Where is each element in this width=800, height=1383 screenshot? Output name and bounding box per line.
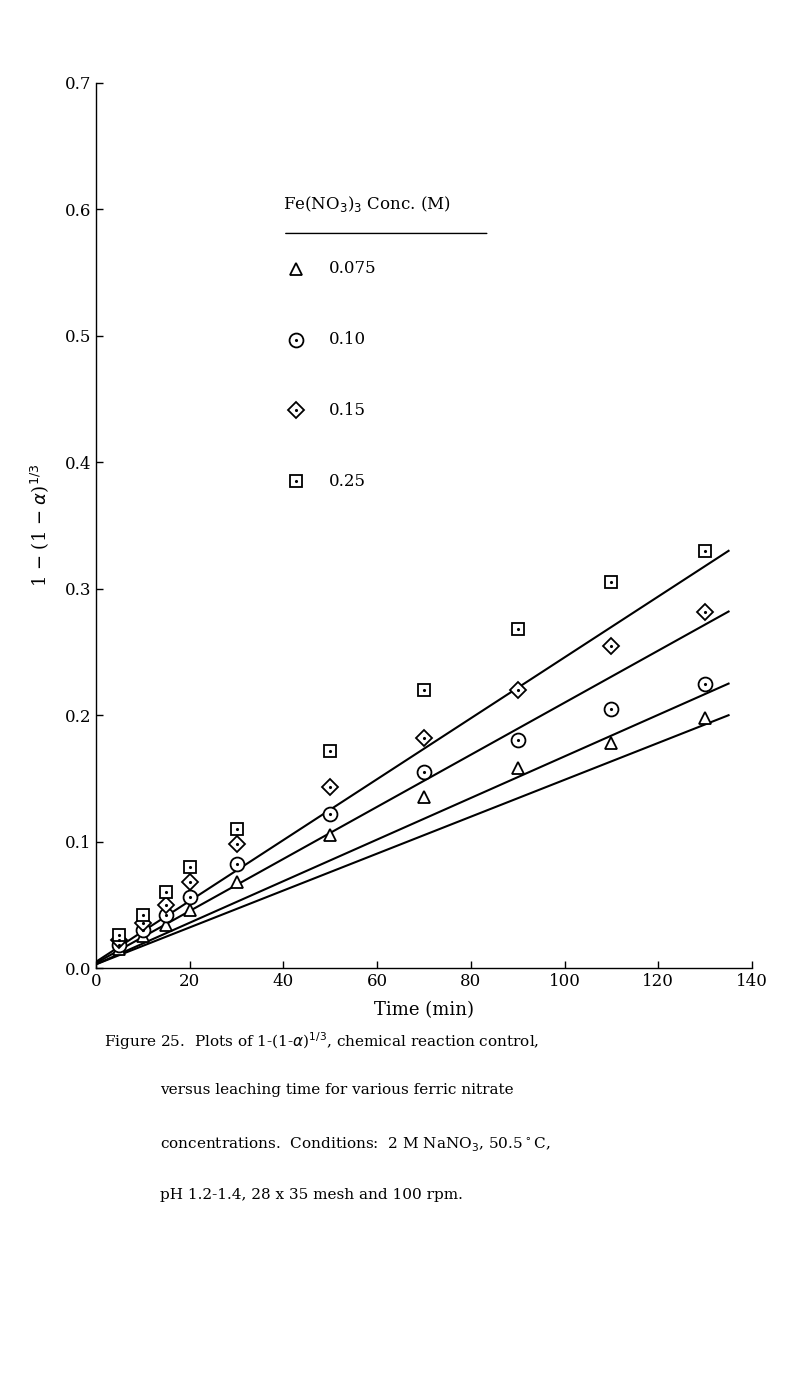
Y-axis label: 1 $-$ (1 $-$ $\alpha$)$^{1/3}$: 1 $-$ (1 $-$ $\alpha$)$^{1/3}$ — [28, 463, 50, 588]
Text: Fe(NO$_3$)$_3$ Conc. (M): Fe(NO$_3$)$_3$ Conc. (M) — [283, 194, 451, 213]
Text: Figure 25.  Plots of 1-(1-$\alpha$)$^{1/3}$, chemical reaction control,: Figure 25. Plots of 1-(1-$\alpha$)$^{1/3… — [104, 1030, 539, 1052]
Text: concentrations.  Conditions:  2 M NaNO$_3$, 50.5$^\circ$C,: concentrations. Conditions: 2 M NaNO$_3$… — [160, 1135, 550, 1153]
Text: 0.15: 0.15 — [329, 402, 366, 419]
Text: 0.10: 0.10 — [329, 331, 366, 349]
Text: 0.075: 0.075 — [329, 260, 377, 278]
Text: pH 1.2-1.4, 28 x 35 mesh and 100 rpm.: pH 1.2-1.4, 28 x 35 mesh and 100 rpm. — [160, 1188, 463, 1202]
Text: 0.25: 0.25 — [329, 473, 366, 490]
Text: versus leaching time for various ferric nitrate: versus leaching time for various ferric … — [160, 1083, 514, 1097]
X-axis label: Time (min): Time (min) — [374, 1001, 474, 1019]
